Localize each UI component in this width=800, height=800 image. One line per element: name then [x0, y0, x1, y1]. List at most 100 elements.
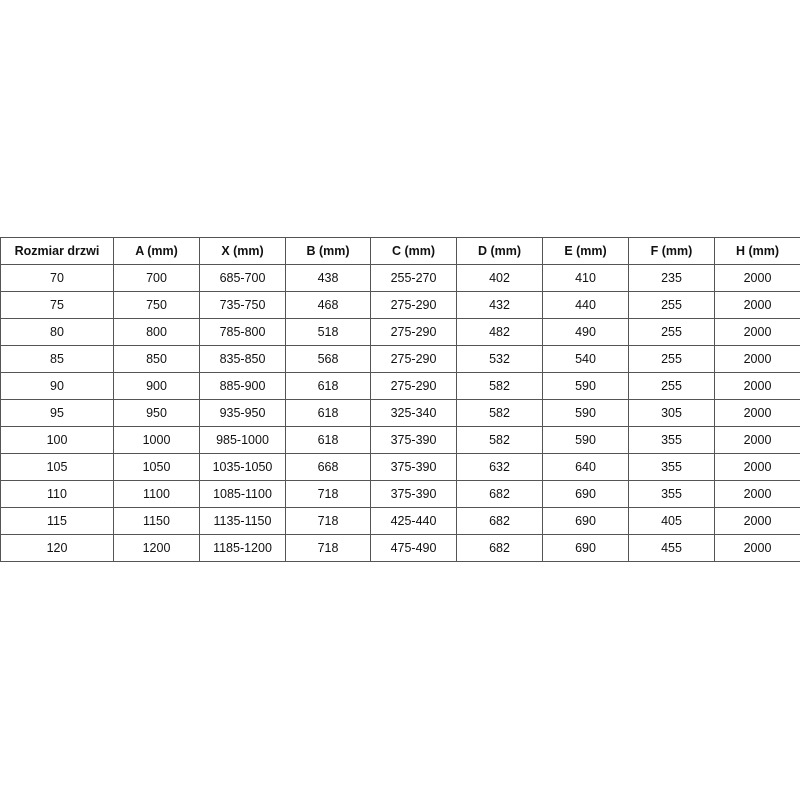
- table-cell: 590: [542, 399, 629, 427]
- table-row: 80 800 785-800 518 275-290 482 490 255 2000: [0, 318, 800, 346]
- table-cell: 255-270: [370, 264, 457, 292]
- table-cell: 75: [0, 291, 114, 319]
- column-header: X (mm): [199, 237, 286, 265]
- table-cell: 95: [0, 399, 114, 427]
- table-cell: 618: [285, 426, 371, 454]
- table-cell: 1000: [113, 426, 200, 454]
- table-cell: 718: [285, 507, 371, 535]
- table-cell: 935-950: [199, 399, 286, 427]
- table-cell: 375-390: [370, 480, 457, 508]
- table-row: 105 1050 1035-1050 668 375-390 632 640 355 2000: [0, 453, 800, 481]
- table-cell: 325-340: [370, 399, 457, 427]
- column-header: F (mm): [628, 237, 715, 265]
- table-cell: 682: [456, 507, 543, 535]
- table-cell: 690: [542, 480, 629, 508]
- table-cell: 410: [542, 264, 629, 292]
- table-cell: 518: [285, 318, 371, 346]
- table-cell: 718: [285, 534, 371, 562]
- header-row: Rozmiar drzwi A (mm) X (mm) B (mm) C (mm) D (…: [0, 237, 800, 265]
- table-cell: 440: [542, 291, 629, 319]
- table-cell: 885-900: [199, 372, 286, 400]
- table-cell: 120: [0, 534, 114, 562]
- table-cell: 305: [628, 399, 715, 427]
- table-cell: 900: [113, 372, 200, 400]
- table-cell: 800: [113, 318, 200, 346]
- table-row: 85 850 835-850 568 275-290 532 540 255 2000: [0, 345, 800, 373]
- table-cell: 750: [113, 291, 200, 319]
- table-cell: 255: [628, 318, 715, 346]
- table-cell: 2000: [714, 345, 800, 373]
- table-cell: 2000: [714, 480, 800, 508]
- table-cell: 1100: [113, 480, 200, 508]
- table-cell: 618: [285, 372, 371, 400]
- table-cell: 105: [0, 453, 114, 481]
- table-cell: 100: [0, 426, 114, 454]
- table-cell: 735-750: [199, 291, 286, 319]
- table-cell: 375-390: [370, 426, 457, 454]
- table-cell: 255: [628, 345, 715, 373]
- table-cell: 690: [542, 534, 629, 562]
- table-cell: 590: [542, 372, 629, 400]
- table-cell: 682: [456, 480, 543, 508]
- table-cell: 1185-1200: [199, 534, 286, 562]
- dimensions-table: Rozmiar drzwi A (mm) X (mm) B (mm) C (mm) D (…: [0, 237, 800, 562]
- table-cell: 690: [542, 507, 629, 535]
- column-header: B (mm): [285, 237, 371, 265]
- table-row: 120 1200 1185-1200 718 475-490 682 690 455 2000: [0, 534, 800, 562]
- table-cell: 490: [542, 318, 629, 346]
- table-cell: 2000: [714, 426, 800, 454]
- table-cell: 568: [285, 345, 371, 373]
- table-cell: 950: [113, 399, 200, 427]
- table-cell: 532: [456, 345, 543, 373]
- table-cell: 2000: [714, 372, 800, 400]
- table-cell: 1150: [113, 507, 200, 535]
- table-cell: 685-700: [199, 264, 286, 292]
- table-cell: 455: [628, 534, 715, 562]
- table-cell: 2000: [714, 291, 800, 319]
- table-cell: 255: [628, 372, 715, 400]
- column-header: A (mm): [113, 237, 200, 265]
- table-row: 90 900 885-900 618 275-290 582 590 255 2000: [0, 372, 800, 400]
- column-header: E (mm): [542, 237, 629, 265]
- table-cell: 375-390: [370, 453, 457, 481]
- table-cell: 275-290: [370, 318, 457, 346]
- table-cell: 275-290: [370, 345, 457, 373]
- table-cell: 582: [456, 399, 543, 427]
- table-cell: 985-1000: [199, 426, 286, 454]
- table-cell: 70: [0, 264, 114, 292]
- table-cell: 1085-1100: [199, 480, 286, 508]
- table-cell: 468: [285, 291, 371, 319]
- table-row: 75 750 735-750 468 275-290 432 440 255 2000: [0, 291, 800, 319]
- table-cell: 2000: [714, 264, 800, 292]
- column-header: H (mm): [714, 237, 800, 265]
- table-cell: 540: [542, 345, 629, 373]
- table-cell: 110: [0, 480, 114, 508]
- table-cell: 618: [285, 399, 371, 427]
- table-cell: 275-290: [370, 291, 457, 319]
- table-cell: 2000: [714, 507, 800, 535]
- table-cell: 582: [456, 426, 543, 454]
- table-cell: 582: [456, 372, 543, 400]
- table-cell: 115: [0, 507, 114, 535]
- table-cell: 718: [285, 480, 371, 508]
- table-cell: 1135-1150: [199, 507, 286, 535]
- table-cell: 1035-1050: [199, 453, 286, 481]
- table-cell: 640: [542, 453, 629, 481]
- table-cell: 2000: [714, 318, 800, 346]
- column-header: Rozmiar drzwi: [0, 237, 114, 265]
- table-cell: 275-290: [370, 372, 457, 400]
- table-cell: 2000: [714, 534, 800, 562]
- column-header: C (mm): [370, 237, 457, 265]
- table-row: 100 1000 985-1000 618 375-390 582 590 355 2000: [0, 426, 800, 454]
- table-row: 95 950 935-950 618 325-340 582 590 305 2000: [0, 399, 800, 427]
- table-cell: 850: [113, 345, 200, 373]
- table-cell: 90: [0, 372, 114, 400]
- table-cell: 402: [456, 264, 543, 292]
- table-cell: 700: [113, 264, 200, 292]
- table-cell: 2000: [714, 399, 800, 427]
- table-cell: 438: [285, 264, 371, 292]
- table-row: 115 1150 1135-1150 718 425-440 682 690 405 2000: [0, 507, 800, 535]
- table-row: 70 700 685-700 438 255-270 402 410 235 2000: [0, 264, 800, 292]
- table-cell: 1200: [113, 534, 200, 562]
- table-cell: 785-800: [199, 318, 286, 346]
